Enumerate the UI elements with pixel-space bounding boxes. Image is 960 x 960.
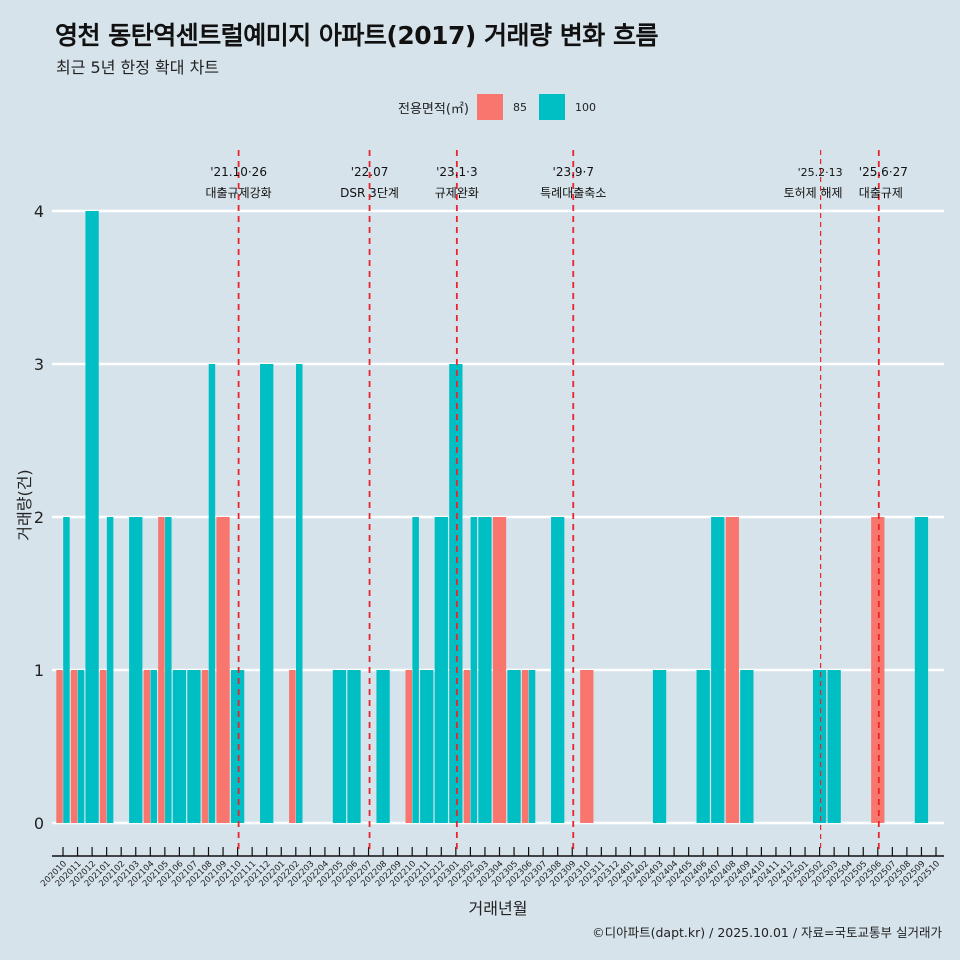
- y-tick-label: 0: [34, 814, 44, 833]
- annotation-label: 대출규제강화: [205, 186, 271, 200]
- bar-100-202211: [420, 670, 434, 823]
- annotation-date: '25.2·13: [798, 166, 843, 179]
- bar-100-202301: [449, 364, 463, 823]
- bar-100-202302: [470, 517, 478, 823]
- bar-85-202202: [289, 670, 296, 823]
- bar-100-202108: [208, 364, 216, 823]
- bar-100-202403: [652, 670, 667, 823]
- bar-100-202509: [914, 517, 929, 823]
- bar-100-202303: [478, 517, 492, 823]
- bar-100-202208: [376, 670, 390, 823]
- y-tick-label: 3: [34, 355, 44, 374]
- legend-title: 전용면적(㎡): [398, 101, 469, 117]
- chart-title: 영천 동탄역센트럴예미지 아파트(2017) 거래량 변화 흐름: [55, 21, 658, 50]
- bar-100-202206: [347, 670, 361, 823]
- bar-100-202101: [106, 517, 114, 823]
- annotation-label: 규제완화: [435, 186, 479, 200]
- bar-85-202210: [405, 670, 412, 823]
- bar-85-202105: [158, 517, 165, 823]
- annotation-label: 토허제 해제: [784, 186, 843, 200]
- legend-label-100: 100: [574, 100, 596, 114]
- bar-85-202109: [216, 517, 230, 823]
- bar-100-202409: [740, 670, 754, 823]
- bar-85-202408: [725, 517, 739, 823]
- bar-100-202106: [172, 670, 187, 823]
- bar-100-202010: [63, 517, 70, 823]
- annotation-date: '25.6·27: [859, 165, 908, 179]
- bar-85-202310: [580, 670, 594, 823]
- bar-100-202305: [507, 670, 521, 823]
- x-axis-title: 거래년월: [469, 899, 528, 918]
- bar-100-202205: [332, 670, 347, 823]
- legend-key-100: [538, 94, 565, 120]
- annotation-label: 대출규제: [859, 186, 903, 200]
- y-tick-label: 4: [34, 202, 44, 221]
- legend-key-85: [476, 94, 503, 120]
- bar-85-202506: [871, 517, 885, 823]
- bar-100-202105: [165, 517, 172, 823]
- annotation-date: '21.10·26: [210, 165, 267, 179]
- bar-100-202306: [528, 670, 536, 823]
- bar-85-202010: [56, 670, 63, 823]
- bar-100-202112: [260, 364, 274, 823]
- annotation-label: 특례대출축소: [540, 186, 606, 200]
- bar-100-202212: [434, 517, 448, 823]
- bar-100-202202: [296, 364, 303, 823]
- bar-100-202406: [696, 670, 710, 823]
- bar-100-202110: [230, 670, 245, 823]
- legend: 전용면적(㎡) 85 100: [398, 93, 600, 121]
- bar-85-202101: [99, 670, 107, 823]
- bar-100-202012: [85, 211, 99, 823]
- bar-100-202104: [150, 670, 157, 823]
- annotation-date: '23.9·7: [553, 165, 594, 179]
- bar-100-202210: [412, 517, 419, 823]
- bar-85-202306: [521, 670, 529, 823]
- bar-100-202107: [187, 670, 201, 823]
- bar-100-202011: [77, 670, 85, 823]
- bar-85-202104: [143, 670, 151, 823]
- caption: ©디아파트(dapt.kr) / 2025.10.01 / 자료=국토교통부 실…: [592, 925, 942, 940]
- bar-85-202304: [492, 517, 507, 823]
- annotation-label: DSR 3단계: [340, 186, 399, 200]
- annotation-date: '23.1·3: [436, 165, 477, 179]
- bar-100-202407: [711, 517, 725, 823]
- y-axis-title: 거래량(건): [15, 469, 34, 540]
- annotation-date: '22.07: [351, 165, 389, 179]
- legend-label-85: 85: [512, 100, 527, 114]
- bar-85-202108: [201, 670, 209, 823]
- bar-100-202502: [812, 670, 827, 823]
- chart-subtitle: 최근 5년 한정 확대 차트: [56, 58, 220, 77]
- bar-85-202011: [70, 670, 78, 823]
- bar-100-202503: [827, 670, 841, 823]
- bar-85-202302: [463, 670, 471, 823]
- y-tick-label: 2: [34, 508, 44, 527]
- y-tick-label: 1: [34, 661, 44, 680]
- bar-100-202103: [129, 517, 143, 823]
- bar-100-202308: [551, 517, 565, 823]
